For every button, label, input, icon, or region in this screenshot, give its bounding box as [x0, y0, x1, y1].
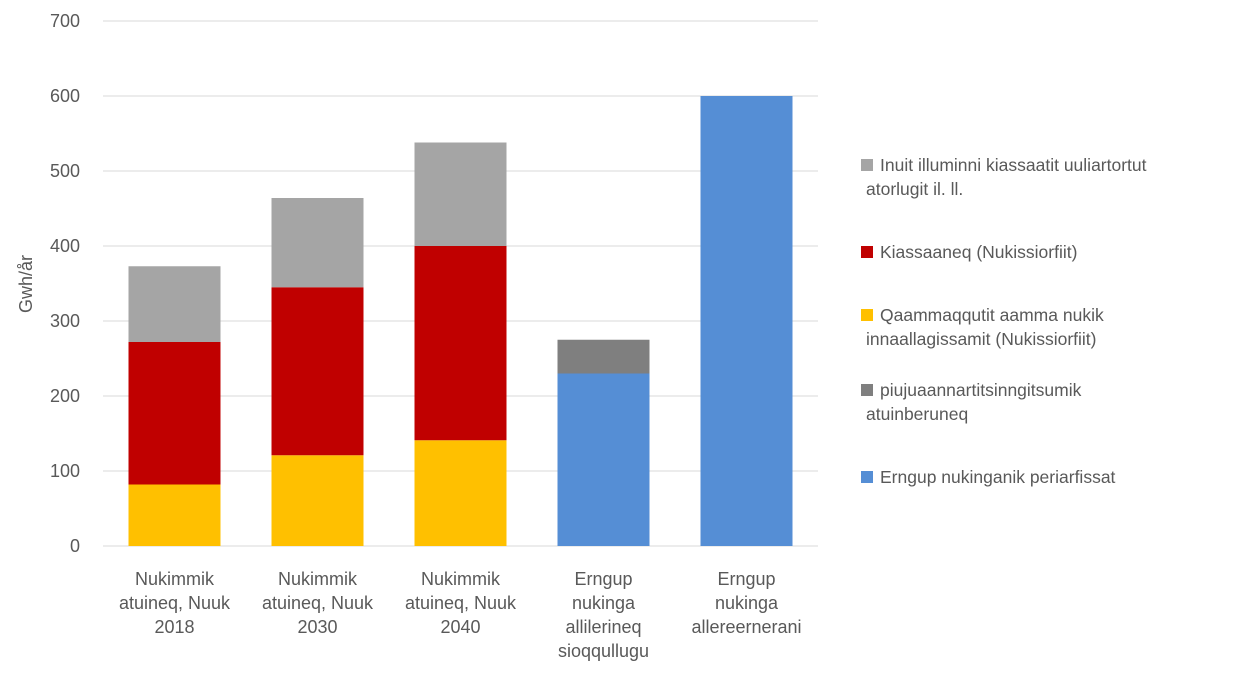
bar-segment [271, 287, 364, 456]
legend-label: Kiassaaneq (Nukissiorfiit) [880, 242, 1077, 262]
legend-swatch [861, 384, 873, 396]
legend-label: Inuit illuminni kiassaatit uuliartortut a… [866, 155, 1147, 199]
legend-swatch [861, 159, 873, 171]
bars [128, 96, 793, 546]
legend-swatch [861, 471, 873, 483]
legend-label: piujuaannartitsinngitsumik atuinberuneq [866, 380, 1082, 424]
y-axis-label: Gwh/år [16, 255, 36, 313]
x-tick-label: Erngup nukinga allereernerani [691, 569, 801, 637]
legend: Inuit illuminni kiassaatit uuliartortut a… [861, 155, 1147, 487]
bar-segment [414, 440, 507, 546]
y-tick-label: 100 [50, 461, 80, 481]
axes: 0 100 200 300 400 500 600 700 Nukimmik atuineq, N… [50, 11, 802, 661]
bar-segment [128, 484, 221, 546]
legend-item: piujuaannartitsinngitsumik atuinberuneq [861, 380, 1082, 424]
y-tick-label: 500 [50, 161, 80, 181]
legend-label: Qaammaqqutit aamma nukik innaallagissamit… [866, 305, 1104, 349]
x-tick-label: Nukimmik atuineq, Nuuk 2018 [119, 569, 231, 637]
bar-segment [128, 266, 221, 342]
bar-segment [414, 246, 507, 441]
y-tick-label: 600 [50, 86, 80, 106]
legend-item: Qaammaqqutit aamma nukik innaallagissamit… [861, 305, 1104, 349]
legend-swatch [861, 246, 873, 258]
legend-item: Kiassaaneq (Nukissiorfiit) [861, 242, 1077, 262]
y-tick-label: 700 [50, 11, 80, 31]
y-tick-label: 200 [50, 386, 80, 406]
legend-item: Inuit illuminni kiassaatit uuliartortut a… [861, 155, 1147, 199]
bar-segment [557, 339, 650, 374]
bar-segment [414, 142, 507, 246]
legend-swatch [861, 309, 873, 321]
x-tick-label: Nukimmik atuineq, Nuuk 2040 [405, 569, 517, 637]
bar-segment [128, 342, 221, 485]
bar-segment [557, 373, 650, 546]
y-tick-label: 300 [50, 311, 80, 331]
x-tick-label: Nukimmik atuineq, Nuuk 2030 [262, 569, 374, 637]
legend-item: Erngup nukinganik periarfissat [861, 467, 1116, 487]
legend-label: Erngup nukinganik periarfissat [880, 467, 1116, 487]
y-tick-label: 0 [70, 536, 80, 556]
bar-segment [271, 198, 364, 288]
y-tick-label: 400 [50, 236, 80, 256]
bar-segment [271, 455, 364, 546]
bar-segment [700, 96, 793, 546]
x-tick-label: Erngup nukinga allilerineq sioqqullugu [558, 569, 649, 661]
